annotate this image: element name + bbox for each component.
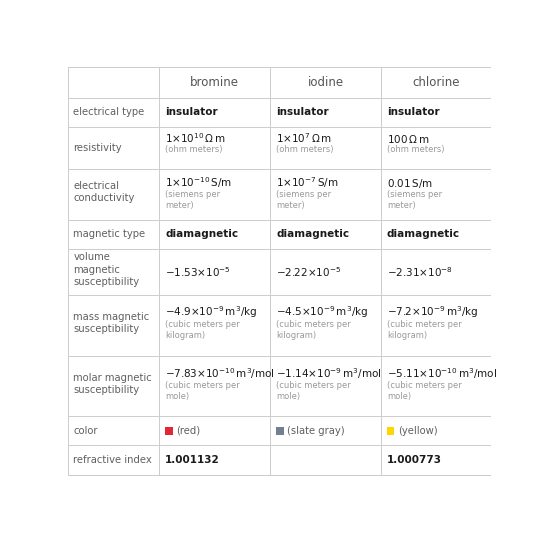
- Text: (cubic meters per
mole): (cubic meters per mole): [276, 381, 351, 401]
- Text: (yellow): (yellow): [398, 426, 437, 436]
- Text: diamagnetic: diamagnetic: [165, 229, 238, 239]
- Text: insulator: insulator: [276, 107, 329, 117]
- Text: $1{\times}10^{-7}\,\mathrm{S/m}$: $1{\times}10^{-7}\,\mathrm{S/m}$: [276, 176, 339, 190]
- Text: (cubic meters per
mole): (cubic meters per mole): [165, 381, 240, 401]
- Text: chlorine: chlorine: [412, 76, 460, 89]
- Text: insulator: insulator: [387, 107, 440, 117]
- Bar: [165, 427, 173, 434]
- Text: diamagnetic: diamagnetic: [387, 229, 460, 239]
- Text: $-1.53{\times}10^{-5}$: $-1.53{\times}10^{-5}$: [165, 265, 231, 279]
- Text: $-2.22{\times}10^{-5}$: $-2.22{\times}10^{-5}$: [276, 265, 341, 279]
- Text: molar magnetic
susceptibility: molar magnetic susceptibility: [73, 373, 152, 395]
- Text: 1.000773: 1.000773: [387, 455, 442, 465]
- Text: $100\,\Omega\,\mathrm{m}$: $100\,\Omega\,\mathrm{m}$: [387, 133, 429, 144]
- Bar: [387, 427, 395, 434]
- Text: (siemens per
meter): (siemens per meter): [165, 190, 220, 211]
- Text: color: color: [73, 426, 98, 436]
- Text: mass magnetic
susceptibility: mass magnetic susceptibility: [73, 312, 150, 335]
- Text: $-4.5{\times}10^{-9}\,\mathrm{m^3/kg}$: $-4.5{\times}10^{-9}\,\mathrm{m^3/kg}$: [276, 304, 368, 321]
- Text: resistivity: resistivity: [73, 143, 122, 153]
- Text: magnetic type: magnetic type: [73, 229, 145, 239]
- Text: (ohm meters): (ohm meters): [276, 144, 334, 154]
- Text: 1.001132: 1.001132: [165, 455, 220, 465]
- Bar: [276, 427, 283, 434]
- Text: iodine: iodine: [307, 76, 343, 89]
- Text: bromine: bromine: [190, 76, 239, 89]
- Text: (cubic meters per
kilogram): (cubic meters per kilogram): [276, 321, 351, 340]
- Text: electrical
conductivity: electrical conductivity: [73, 181, 135, 204]
- Text: $-5.11{\times}10^{-10}\,\mathrm{m^3/mol}$: $-5.11{\times}10^{-10}\,\mathrm{m^3/mol}…: [387, 366, 497, 381]
- Text: $-4.9{\times}10^{-9}\,\mathrm{m^3/kg}$: $-4.9{\times}10^{-9}\,\mathrm{m^3/kg}$: [165, 304, 257, 321]
- Text: $-1.14{\times}10^{-9}\,\mathrm{m^3/mol}$: $-1.14{\times}10^{-9}\,\mathrm{m^3/mol}$: [276, 366, 382, 381]
- Text: $-7.83{\times}10^{-10}\,\mathrm{m^3/mol}$: $-7.83{\times}10^{-10}\,\mathrm{m^3/mol}…: [165, 366, 275, 381]
- Text: (ohm meters): (ohm meters): [387, 144, 444, 154]
- Text: refractive index: refractive index: [73, 455, 152, 465]
- Text: $1{\times}10^{7}\,\Omega\,\mathrm{m}$: $1{\times}10^{7}\,\Omega\,\mathrm{m}$: [276, 131, 332, 144]
- Text: volume
magnetic
susceptibility: volume magnetic susceptibility: [73, 252, 139, 287]
- Text: $1{\times}10^{10}\,\Omega\,\mathrm{m}$: $1{\times}10^{10}\,\Omega\,\mathrm{m}$: [165, 131, 226, 144]
- Text: $-2.31{\times}10^{-8}$: $-2.31{\times}10^{-8}$: [387, 265, 453, 279]
- Text: (ohm meters): (ohm meters): [165, 144, 223, 154]
- Text: insulator: insulator: [165, 107, 218, 117]
- Text: (siemens per
meter): (siemens per meter): [276, 190, 331, 211]
- Text: (siemens per
meter): (siemens per meter): [387, 190, 442, 211]
- Text: (cubic meters per
kilogram): (cubic meters per kilogram): [387, 321, 461, 340]
- Text: $1{\times}10^{-10}\,\mathrm{S/m}$: $1{\times}10^{-10}\,\mathrm{S/m}$: [165, 176, 233, 190]
- Text: $-7.2{\times}10^{-9}\,\mathrm{m^3/kg}$: $-7.2{\times}10^{-9}\,\mathrm{m^3/kg}$: [387, 304, 478, 321]
- Text: (red): (red): [176, 426, 200, 436]
- Text: (cubic meters per
mole): (cubic meters per mole): [387, 381, 461, 401]
- Text: diamagnetic: diamagnetic: [276, 229, 349, 239]
- Text: (cubic meters per
kilogram): (cubic meters per kilogram): [165, 321, 240, 340]
- Text: (slate gray): (slate gray): [287, 426, 345, 436]
- Text: $0.01\,\mathrm{S/m}$: $0.01\,\mathrm{S/m}$: [387, 177, 433, 190]
- Text: electrical type: electrical type: [73, 107, 145, 117]
